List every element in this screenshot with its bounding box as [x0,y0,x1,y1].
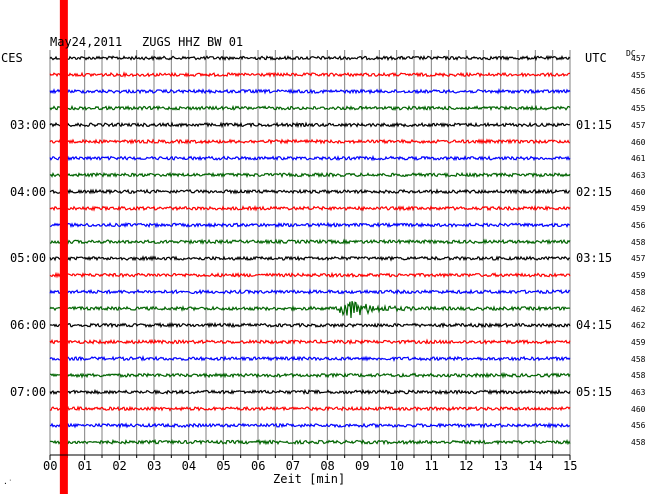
right-time-label: 04:15 [576,318,613,333]
dc-offset-label: 462 [631,304,646,314]
x-tick-label: 14 [528,459,543,473]
x-tick-label: 03 [147,459,162,473]
x-tick-label: 04 [181,459,197,473]
trace-line [49,171,571,179]
left-time-label: 03:00 [10,117,47,132]
trace-line [49,300,571,319]
x-tick-label: 12 [459,459,474,473]
trace-line [49,71,570,79]
dc-offset-label: 458 [631,237,646,247]
dc-offset-label: 458 [631,371,646,381]
right-time-label: 03:15 [576,251,613,266]
trace-line [49,154,571,162]
left-time-label: 07:00 [10,385,47,399]
dc-offset-label: 459 [631,271,646,281]
left-time-label: 05:00 [10,251,47,266]
x-tick-label: 02 [112,459,127,473]
dc-offset-label: 458 [631,354,646,364]
right-time-label: 01:15 [576,117,613,132]
dc-offset-label: 457 [631,54,646,63]
trace-line [49,121,571,129]
trace-line [49,338,571,346]
trace-line [49,55,571,62]
dc-offset-label: 460 [631,404,646,414]
dc-offset-label: 456 [631,221,646,230]
right-time-label: 05:15 [576,385,613,399]
dc-offset-label: 457 [631,254,646,264]
dc-offset-label: 460 [631,187,646,197]
trace-line [49,422,571,429]
corner-mark: ·˙ [3,479,13,488]
dc-offset-label: 456 [631,87,646,97]
x-tick-label: 01 [77,459,93,473]
dc-offset-label: 458 [631,287,646,297]
trace-line [49,388,571,396]
trace-line [49,188,571,195]
dc-header-label: DC [626,49,636,58]
right-timezone-label: UTC [585,51,607,65]
trace-line [49,204,571,212]
x-tick-label: 10 [389,459,405,473]
dc-offset-label: 461 [631,154,646,164]
dc-offset-label: 463 [631,170,646,180]
trace-line [49,321,571,329]
trace-line [49,288,571,295]
grid-lines [49,50,571,460]
x-tick-label: 00 [43,459,58,473]
dc-offset-label: 457 [631,120,646,130]
red-marker-bar [59,0,68,494]
trace-line [49,138,571,145]
trace-line [49,355,571,362]
dc-offset-label: 455 [631,70,646,80]
right-time-label: 02:15 [576,184,613,199]
red-marker [59,0,68,494]
dc-offset-label: 456 [631,421,646,431]
date-label: May24,2011 [50,35,123,49]
x-axis-title: Zeit [min] [273,472,346,486]
trace-line [49,271,571,279]
x-tick-label: 09 [355,459,370,473]
dc-offset-label: 460 [631,137,646,147]
dc-offset-label: 462 [631,321,646,331]
trace-line [49,371,571,379]
x-tick-label: 11 [424,459,439,473]
trace-line [49,238,571,245]
left-timezone-label: CES [1,51,23,65]
x-tick-label: 06 [251,459,266,473]
x-tick-label: 08 [320,459,335,473]
dc-offset-label: 458 [631,438,646,448]
dc-offset-label: 459 [631,337,646,347]
dc-offset-label: 459 [631,204,646,214]
dc-offset-label: 463 [631,388,646,397]
left-time-label: 06:00 [10,318,47,333]
seismic-traces [49,55,571,446]
x-tick-label: 15 [563,459,578,473]
trace-line [49,438,571,446]
trace-line [49,405,571,412]
x-tick-label: 07 [285,459,301,473]
left-time-label: 04:00 [10,184,47,199]
x-tick-label: 13 [493,459,509,473]
trace-line [49,255,570,262]
trace-line [49,104,571,112]
dc-offset-label: 455 [631,104,646,114]
station-label: ZUGS HHZ BW 01 [142,35,244,49]
trace-line [49,88,571,95]
trace-line [50,221,571,229]
x-tick-label: 05 [216,459,231,473]
